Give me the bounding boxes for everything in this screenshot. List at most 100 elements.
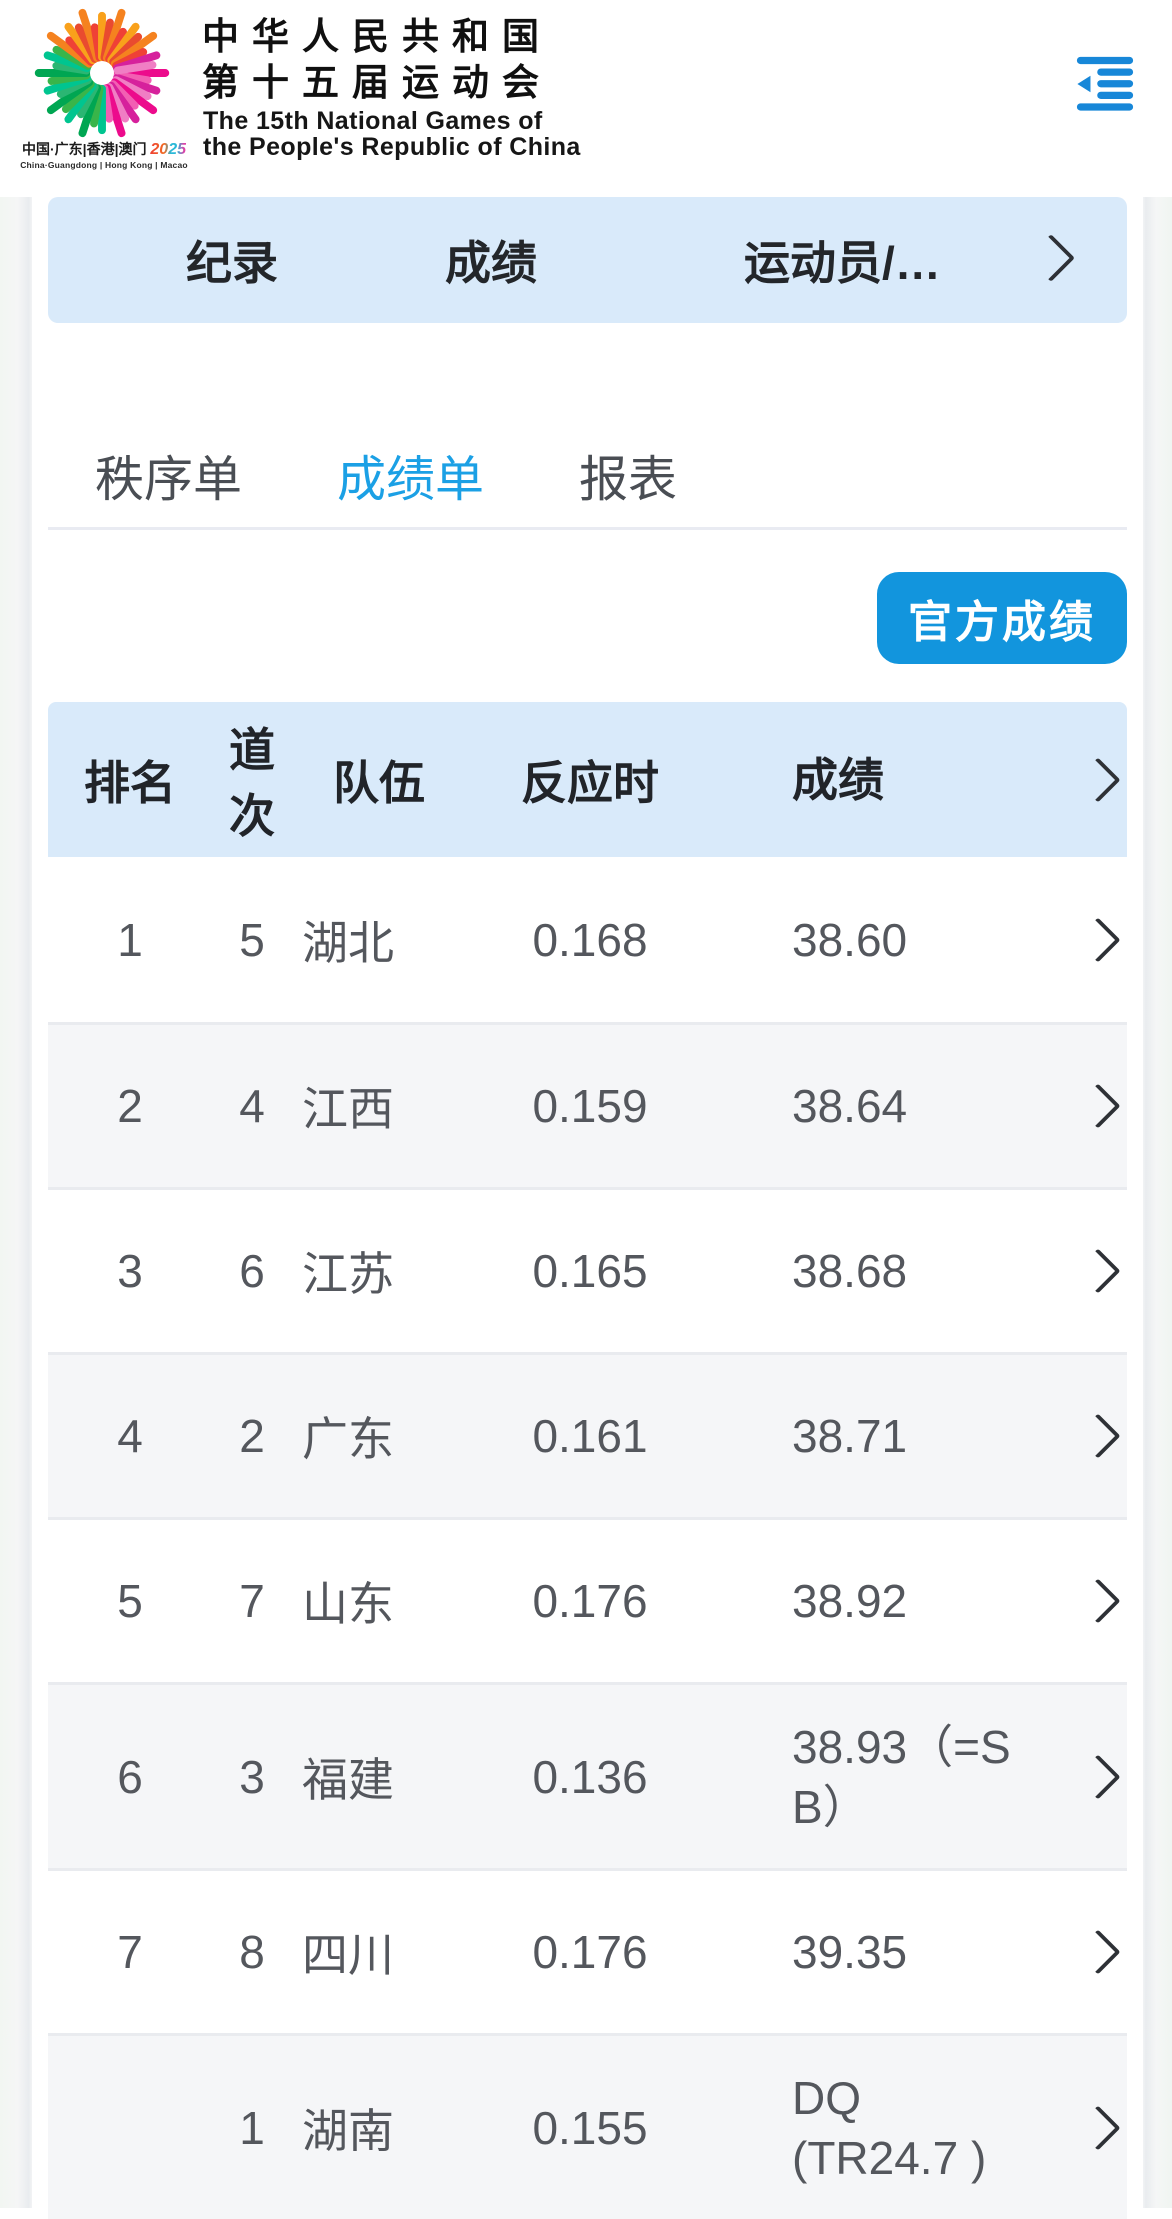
rank-cell: 4 <box>117 1410 143 1462</box>
reaction-cell: 0.176 <box>532 1926 648 1978</box>
reaction-cell: 0.159 <box>532 1080 648 1132</box>
table-row[interactable]: 4 2 广东 0.161 38.71 <box>48 1352 1127 1517</box>
chevron-right-icon[interactable] <box>1074 2104 1121 2151</box>
lane-cell: 6 <box>239 1245 265 1297</box>
team-cell: 山东 <box>302 1578 394 1630</box>
table-row[interactable]: 1 5 湖北 0.168 38.60 <box>48 857 1127 1022</box>
record-bar-scroll-area[interactable] <box>1026 233 1076 283</box>
row-chevron-area[interactable] <box>1068 1578 1127 1624</box>
page-header: 中国·广东|香港|澳门 2025 China·Guangdong | Hong … <box>0 0 1172 197</box>
reaction-cell: 0.136 <box>532 1750 648 1803</box>
games-title-en: The 15th National Games of the People's … <box>203 107 581 161</box>
tab-result-list[interactable]: 成绩单 <box>337 452 485 507</box>
chevron-right-icon[interactable] <box>1074 1083 1121 1129</box>
games-title-cn-line2: 第十五届运动会 <box>202 62 552 103</box>
team-cell: 湖北 <box>302 916 394 969</box>
record-bar: 纪录 成绩 运动员/… <box>48 197 1127 323</box>
result-cell: DQ (TR24.7 ) <box>792 2071 987 2184</box>
result-cell: 39.35 <box>792 1926 908 1978</box>
record-bar-item-results: 成绩 <box>445 237 537 289</box>
chevron-right-icon[interactable] <box>1074 1248 1121 1294</box>
row-chevron-area[interactable] <box>1068 1929 1127 1975</box>
logo-petals <box>34 8 170 138</box>
rank-cell: 2 <box>117 1080 143 1132</box>
results-panel: 纪录 成绩 运动员/… 秩序单 成绩单 报表 官方成绩 排名 道次 队伍 反应时… <box>48 197 1127 2219</box>
right-page-peek-strip <box>1143 197 1172 2208</box>
results-rows: 1 5 湖北 0.168 38.60 2 4 江西 0.159 38.64 3 … <box>48 857 1127 2219</box>
result-cell: 38.60 <box>792 913 908 966</box>
team-cell: 四川 <box>302 1929 394 1981</box>
record-bar-item-athletes: 运动员/… <box>744 237 941 289</box>
team-cell: 广东 <box>302 1413 394 1465</box>
chevron-right-icon[interactable] <box>1074 756 1121 803</box>
result-cell: 38.93（=S B） <box>792 1720 1011 1833</box>
col-header-reaction: 反应时 <box>521 756 659 809</box>
chevron-right-icon[interactable] <box>1074 1413 1121 1459</box>
lane-cell: 5 <box>239 913 265 966</box>
lane-cell: 7 <box>239 1575 265 1627</box>
reaction-cell: 0.155 <box>532 2101 648 2154</box>
lane-cell: 4 <box>239 1080 265 1132</box>
reaction-cell: 0.168 <box>532 913 648 966</box>
result-cell: 38.68 <box>792 1245 908 1297</box>
tab-start-list[interactable]: 秩序单 <box>95 452 243 507</box>
row-chevron-area[interactable] <box>1068 1753 1127 1800</box>
record-bar-item-records: 纪录 <box>186 237 278 289</box>
tab-bar: 秩序单 成绩单 报表 <box>48 423 1127 530</box>
lane-cell: 2 <box>239 1410 265 1462</box>
tab-reports[interactable]: 报表 <box>579 452 678 507</box>
col-header-rank: 排名 <box>84 756 176 809</box>
reaction-cell: 0.165 <box>532 1245 648 1297</box>
row-chevron-area[interactable] <box>1068 1083 1127 1129</box>
rank-cell: 1 <box>117 913 143 966</box>
rank-cell: 3 <box>117 1245 143 1297</box>
col-header-result: 成绩 <box>792 753 884 806</box>
chevron-right-icon[interactable] <box>1074 1753 1121 1800</box>
table-row[interactable]: 3 6 江苏 0.165 38.68 <box>48 1187 1127 1352</box>
logo-tagline-en: China·Guangdong | Hong Kong | Macao <box>20 160 188 170</box>
table-row[interactable]: 7 8 四川 0.176 39.35 <box>48 1868 1127 2033</box>
chevron-right-icon[interactable] <box>1026 233 1076 283</box>
button-row: 官方成绩 <box>48 572 1127 664</box>
table-row[interactable]: 5 7 山东 0.176 38.92 <box>48 1517 1127 1682</box>
games-title-cn-line1: 中华人民共和国 <box>202 16 552 57</box>
left-page-peek-strip <box>0 197 32 2208</box>
header-scroll-area[interactable] <box>1068 756 1127 803</box>
team-cell: 福建 <box>302 1753 394 1806</box>
games-title-en-line2: the People's Republic of China <box>203 132 581 161</box>
chevron-right-icon[interactable] <box>1074 916 1121 963</box>
team-cell: 江西 <box>302 1083 394 1135</box>
rank-cell: 5 <box>117 1575 143 1627</box>
table-row[interactable]: 2 4 江西 0.159 38.64 <box>48 1022 1127 1187</box>
menu-icon[interactable] <box>1074 54 1136 112</box>
games-title-cn: 中华人民共和国 第十五届运动会 <box>202 14 552 106</box>
results-table: 排名 道次 队伍 反应时 成绩 1 5 湖北 0.168 38.60 2 4 江… <box>48 702 1127 2219</box>
menu-arrow-left <box>1077 75 1091 93</box>
logo-tagline-cn: 中国·广东|香港|澳门 2025 <box>18 139 190 159</box>
row-chevron-area[interactable] <box>1068 2104 1127 2151</box>
row-chevron-area[interactable] <box>1068 916 1127 963</box>
games-logo-burst-icon <box>34 8 170 138</box>
results-table-header: 排名 道次 队伍 反应时 成绩 <box>48 702 1127 857</box>
logo-tagline-cn-text: 中国·广东|香港|澳门 <box>22 141 147 157</box>
chevron-right-icon[interactable] <box>1074 1578 1121 1624</box>
lane-cell: 8 <box>239 1926 265 1978</box>
result-cell: 38.92 <box>792 1575 908 1627</box>
team-cell: 湖南 <box>302 2104 394 2157</box>
team-cell: 江苏 <box>302 1248 394 1300</box>
games-title-en-line1: The 15th National Games of <box>203 107 543 135</box>
row-chevron-area[interactable] <box>1068 1413 1127 1459</box>
table-row[interactable]: 6 3 福建 0.136 38.93（=S B） <box>48 1682 1127 1868</box>
reaction-cell: 0.176 <box>532 1575 648 1627</box>
reaction-cell: 0.161 <box>532 1410 648 1462</box>
logo-tagline-year: 2025 <box>150 141 186 158</box>
rank-cell: 7 <box>117 1926 143 1978</box>
lane-cell: 1 <box>239 2101 265 2154</box>
row-chevron-area[interactable] <box>1068 1248 1127 1294</box>
result-cell: 38.64 <box>792 1080 908 1132</box>
table-row[interactable]: 1 湖南 0.155 DQ (TR24.7 ) <box>48 2033 1127 2219</box>
chevron-right-icon[interactable] <box>1074 1929 1121 1975</box>
official-results-button[interactable]: 官方成绩 <box>877 572 1127 664</box>
result-cell: 38.71 <box>792 1410 908 1462</box>
col-header-lane: 道次 <box>229 723 275 842</box>
